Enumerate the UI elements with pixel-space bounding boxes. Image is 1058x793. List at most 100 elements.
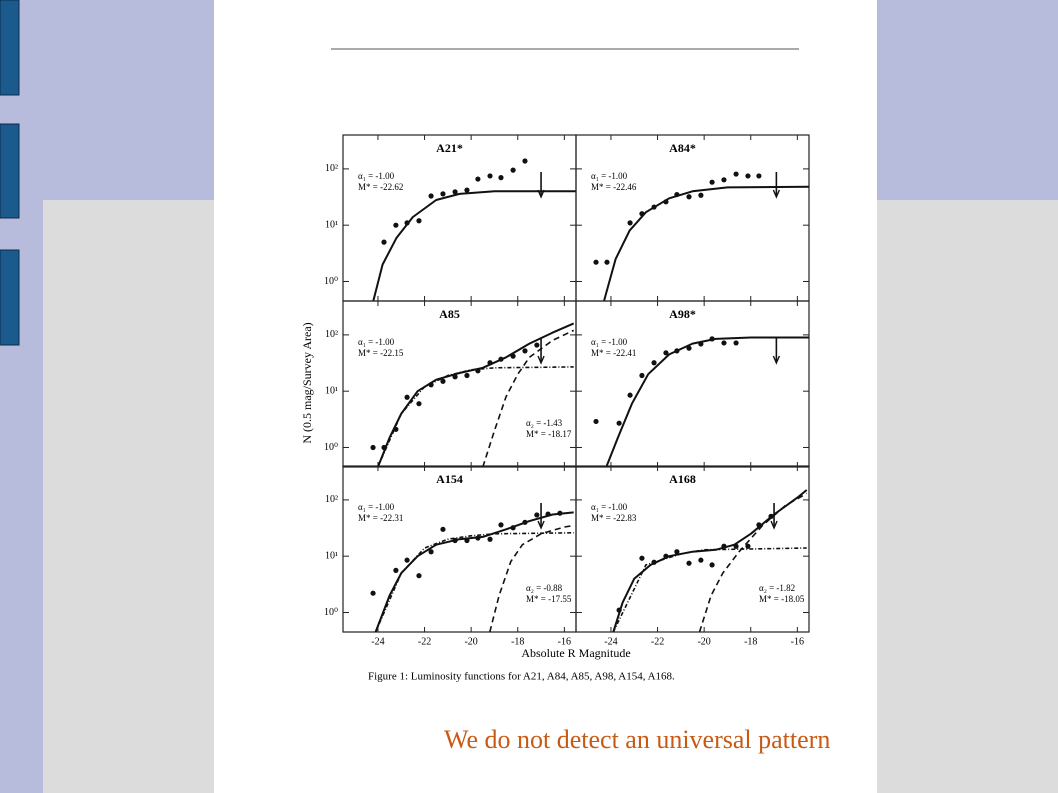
data-point [452,374,458,380]
data-point [721,340,727,346]
data-point [686,560,692,566]
x-tick-label: -18 [744,636,757,647]
data-point [663,199,669,205]
data-point [510,525,516,531]
tab [0,0,20,96]
panel-title: A98* [669,307,696,321]
left-band [0,0,214,200]
curve [605,336,809,467]
parameter-label: M* = -22.62 [358,182,403,192]
data-point [416,401,422,407]
data-point [464,537,470,544]
curve [377,366,574,467]
parameter-label: α₁ = -1.00 [591,337,628,347]
parameter-label: M* = -22.83 [591,513,637,523]
data-point [428,382,434,388]
panel-title: A154 [436,472,463,486]
y-tick-label: 10⁰ [324,276,338,287]
data-point [756,173,762,179]
panel-title: A84* [669,141,696,155]
data-point [545,511,551,517]
data-point [709,336,715,342]
x-tick-label: -22 [651,636,664,647]
curve [376,322,575,467]
data-point [393,426,399,432]
data-point [557,510,563,516]
parameter-label: M* = -18.17 [526,429,572,439]
data-point [404,557,410,563]
x-tick-label: -20 [697,636,710,647]
data-point [639,211,645,217]
limit-arrowhead [770,520,778,530]
panel-frame [575,465,810,633]
data-point [639,372,645,379]
data-point [475,535,481,541]
parameter-label: α₁ = -1.00 [358,171,395,181]
x-tick-label: -24 [604,636,617,647]
y-tick-label: 10² [325,494,338,505]
panel-title: A85 [439,307,460,321]
data-point [381,444,387,451]
data-point [464,372,470,379]
data-point [464,187,470,193]
caption: Figure 1: Luminosity functions for A21, … [368,671,675,683]
right-band [877,0,1058,200]
y-tick-label: 10⁰ [324,442,338,453]
data-point [522,158,528,164]
limit-arrowhead [537,520,545,530]
data-point [370,444,376,451]
data-point [393,567,399,573]
data-point [370,590,376,596]
data-point [616,420,622,426]
curve [603,185,809,301]
data-point [768,513,774,519]
data-point [487,360,493,366]
limit-arrowhead [537,355,545,365]
parameter-label: α₁ = -1.00 [358,502,395,512]
data-point [452,189,458,195]
data-point [721,543,727,549]
slide-text: We do not detect an universal pattern [444,725,830,754]
data-point [733,340,739,346]
page [214,0,877,793]
data-point [404,394,410,400]
data-point [674,348,680,354]
curve [698,492,808,632]
data-point [663,350,669,356]
data-point [534,512,540,518]
parameter-label: M* = -22.31 [358,513,403,523]
data-point [627,220,633,226]
data-point [663,553,669,559]
x-tick-label: -24 [371,636,384,647]
data-point [674,191,680,198]
panel-title: A168 [669,472,696,486]
data-point [709,562,715,568]
y-tick-label: 10² [325,329,338,340]
y-tick-label: 10¹ [325,219,338,230]
data-point [709,179,715,185]
data-point [733,543,739,549]
data-point [593,259,599,265]
data-point [698,557,704,563]
x-tick-label: -22 [418,636,431,647]
tab [0,249,20,346]
data-point [745,173,751,179]
data-point [651,559,657,565]
x-axis-label: Absolute R Magnitude [521,646,630,660]
curve [374,532,574,632]
data-point [452,537,458,544]
x-tick-label: -20 [464,636,477,647]
parameter-label: M* = -22.41 [591,348,636,358]
x-tick-label: -16 [558,636,571,647]
data-point [522,348,528,354]
limit-arrowhead [537,189,545,199]
curve [489,524,574,632]
data-point [698,341,704,347]
x-tick-label: -16 [791,636,804,647]
parameter-label: α₂ = -1.82 [759,583,795,593]
data-point [475,176,481,182]
curve [612,489,808,632]
parameter-label: M* = -17.55 [526,594,572,604]
panel-title: A21* [436,141,463,155]
data-point [440,378,446,384]
